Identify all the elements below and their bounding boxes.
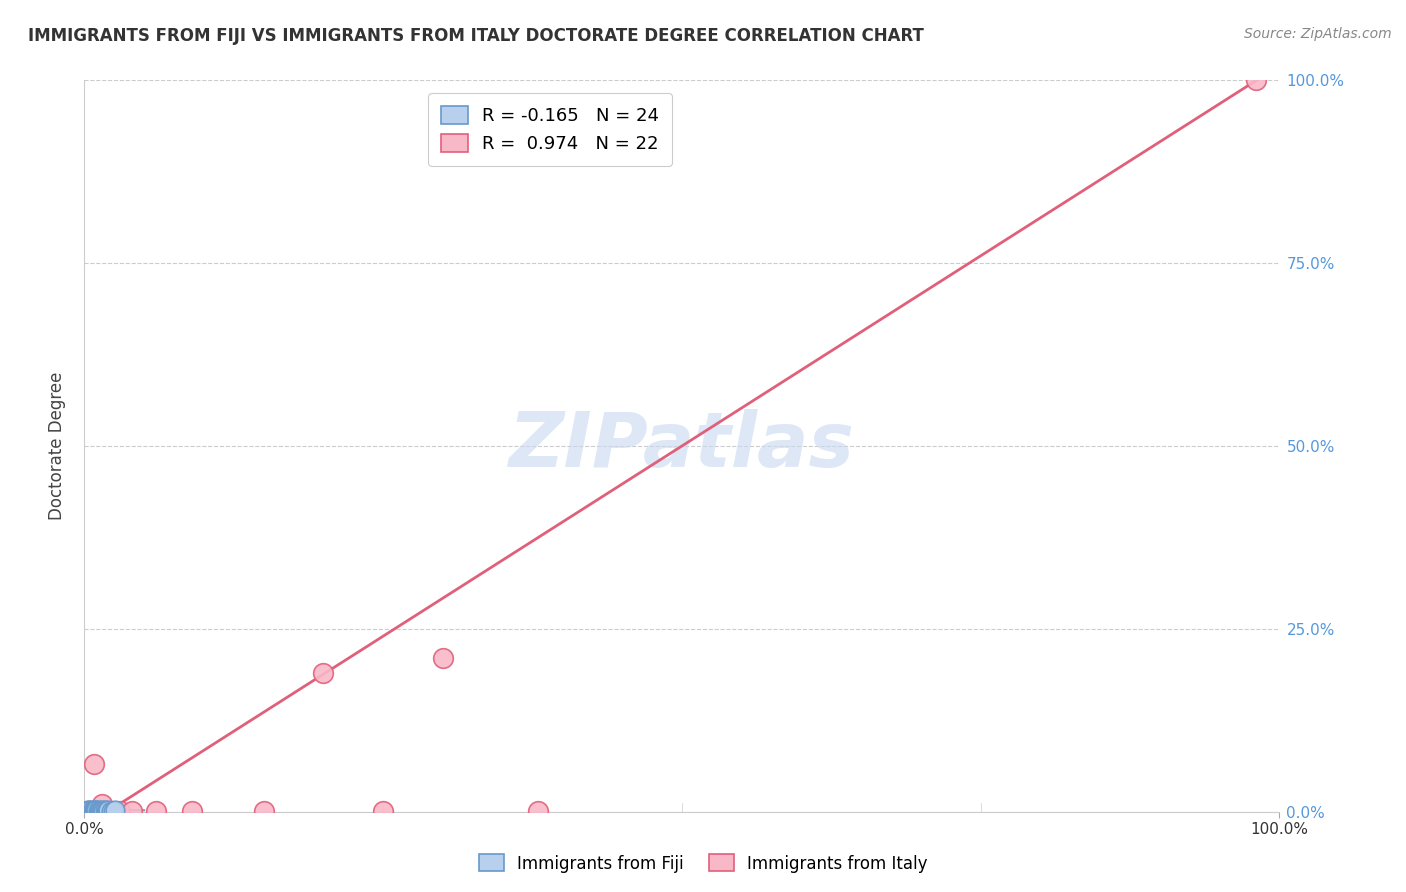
- Point: [100, 804, 122, 818]
- Point: [93, 803, 115, 817]
- Point: [82, 803, 104, 817]
- Point: [432, 651, 454, 665]
- Point: [83, 804, 105, 818]
- Point: [82, 804, 104, 818]
- Point: [87, 803, 110, 817]
- Point: [100, 804, 122, 818]
- Point: [121, 804, 143, 818]
- Legend: R = -0.165   N = 24, R =  0.974   N = 22: R = -0.165 N = 24, R = 0.974 N = 22: [427, 93, 672, 166]
- Point: [94, 804, 117, 818]
- Legend: Immigrants from Fiji, Immigrants from Italy: Immigrants from Fiji, Immigrants from It…: [472, 847, 934, 880]
- Point: [80, 804, 103, 818]
- Point: [89, 804, 111, 818]
- Point: [91, 803, 114, 817]
- Point: [79, 804, 101, 818]
- Point: [110, 804, 132, 818]
- Point: [91, 797, 114, 812]
- Text: ZIPatlas: ZIPatlas: [509, 409, 855, 483]
- Point: [1244, 73, 1267, 87]
- Point: [93, 804, 115, 818]
- Point: [86, 804, 108, 818]
- Point: [76, 804, 98, 818]
- Point: [79, 803, 101, 817]
- Point: [371, 804, 394, 818]
- Point: [94, 804, 117, 818]
- Point: [93, 804, 115, 818]
- Point: [84, 804, 107, 818]
- Point: [527, 804, 550, 818]
- Point: [180, 804, 202, 818]
- Text: IMMIGRANTS FROM FIJI VS IMMIGRANTS FROM ITALY DOCTORATE DEGREE CORRELATION CHART: IMMIGRANTS FROM FIJI VS IMMIGRANTS FROM …: [28, 27, 924, 45]
- Point: [312, 665, 335, 680]
- Point: [86, 803, 108, 817]
- Point: [104, 803, 127, 817]
- Point: [101, 804, 124, 818]
- Text: Source: ZipAtlas.com: Source: ZipAtlas.com: [1244, 27, 1392, 41]
- Point: [145, 804, 167, 818]
- Point: [86, 804, 108, 818]
- Point: [253, 804, 276, 818]
- Point: [77, 804, 100, 818]
- Point: [75, 804, 97, 818]
- Point: [86, 804, 108, 818]
- Point: [97, 803, 120, 817]
- Point: [90, 804, 112, 818]
- Point: [84, 803, 107, 817]
- Y-axis label: Doctorate Degree: Doctorate Degree: [48, 372, 66, 520]
- Point: [77, 804, 100, 818]
- Point: [96, 804, 118, 818]
- Point: [77, 803, 100, 817]
- Point: [83, 757, 105, 772]
- Point: [89, 804, 111, 818]
- Point: [76, 804, 98, 818]
